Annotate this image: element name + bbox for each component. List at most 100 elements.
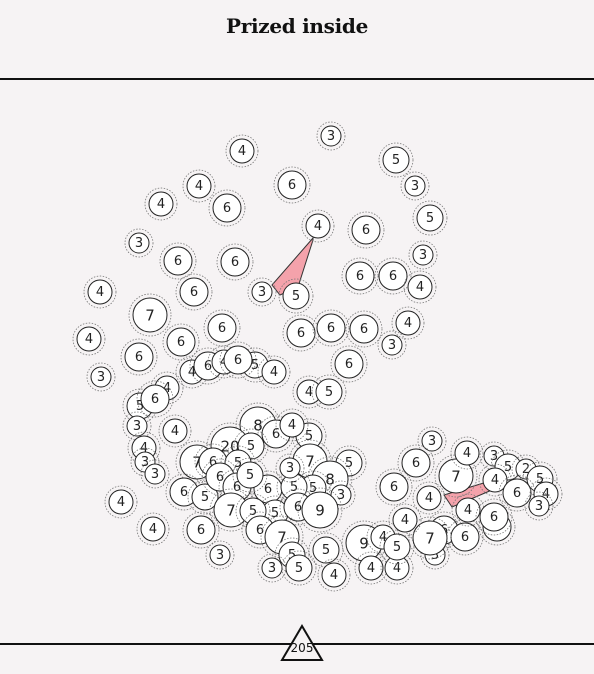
bubble[interactable]: 4 — [301, 209, 335, 243]
bubble-label: 4 — [425, 491, 433, 506]
bubble[interactable]: 5 — [278, 278, 314, 314]
bubble[interactable]: 4 — [380, 551, 414, 585]
bubble-halo — [140, 459, 170, 489]
bubble[interactable]: 3 — [86, 362, 116, 392]
bubble[interactable]: 4 — [403, 270, 437, 304]
bubble-halo — [330, 345, 368, 383]
bubble[interactable]: 3 — [122, 411, 152, 441]
bubble[interactable]: 6 — [341, 257, 379, 295]
bubble[interactable]: 4 — [144, 187, 178, 221]
bubble[interactable]: 3 — [124, 228, 154, 258]
bubble[interactable]: 4 — [182, 169, 216, 203]
bubble-halo — [380, 551, 414, 585]
bubble-label: 3 — [428, 434, 436, 449]
bubble[interactable]: 6 — [498, 474, 536, 512]
bubble-label: 9 — [315, 502, 325, 520]
bubble[interactable]: 4 — [388, 503, 422, 537]
bubble[interactable]: 4 — [83, 275, 117, 309]
bubble[interactable]: 4 — [257, 355, 291, 389]
bubble[interactable]: 5 — [232, 457, 268, 493]
bubble[interactable]: 3 — [247, 277, 277, 307]
bubble[interactable]: 6 — [375, 468, 413, 506]
bubble[interactable]: 4 — [72, 322, 106, 356]
bubble-circle — [416, 204, 444, 232]
bubble[interactable]: 6 — [162, 323, 200, 361]
bubble[interactable]: 3 — [400, 171, 430, 201]
bubble[interactable]: 6 — [312, 309, 350, 347]
bubble[interactable]: 5 — [412, 200, 448, 236]
bubble[interactable]: 4 — [158, 414, 192, 448]
bubble[interactable]: 6 — [120, 338, 158, 376]
bubble[interactable]: 6 — [330, 345, 368, 383]
bubble[interactable]: 6 — [208, 189, 246, 227]
bubble-halo — [295, 470, 331, 506]
bubble[interactable]: 3 — [140, 459, 170, 489]
bubble[interactable]: 4 — [275, 408, 309, 442]
bubble-circle — [163, 246, 193, 276]
bubble[interactable]: 4 — [450, 436, 484, 470]
bubble[interactable]: 6 — [203, 309, 241, 347]
bubble[interactable]: 3 — [275, 453, 305, 483]
bubble[interactable]: 6 — [345, 310, 383, 348]
bubble[interactable]: 5 — [378, 142, 414, 178]
bubble-halo — [400, 171, 430, 201]
bubble[interactable]: 5 — [311, 374, 347, 410]
bubble[interactable]: 3 — [316, 121, 346, 151]
bubble[interactable]: 4 — [317, 558, 351, 592]
bubble[interactable]: 3 — [205, 540, 235, 570]
bubble-halo — [301, 209, 335, 243]
bubble[interactable]: 5 — [379, 529, 415, 565]
bubble[interactable]: 3 — [417, 426, 447, 456]
bubble[interactable]: 4 — [391, 306, 425, 340]
bubble[interactable]: 5 — [281, 550, 317, 586]
bubble[interactable]: 6 — [374, 257, 412, 295]
bubble-halo — [524, 491, 554, 521]
bubble-halo — [412, 481, 446, 515]
bubble[interactable]: 6 — [397, 444, 435, 482]
bubble[interactable]: 6 — [282, 314, 320, 352]
bubble-label: 7 — [145, 307, 155, 325]
bubble-circle — [76, 326, 102, 352]
bubble[interactable]: 6 — [175, 273, 213, 311]
bubble-label: 5 — [504, 460, 512, 475]
bubble[interactable]: 7 — [128, 293, 172, 337]
bubble[interactable]: 4 — [478, 463, 512, 497]
bubble-circle — [282, 282, 310, 310]
bubble[interactable]: 4 — [104, 485, 138, 519]
bubble-circle — [421, 430, 443, 452]
bubble-label: 5 — [247, 439, 255, 454]
bubble[interactable]: 3 — [257, 553, 287, 583]
bubble[interactable]: 3 — [524, 491, 554, 521]
bubble[interactable]: 4 — [225, 134, 259, 168]
bubble-circle — [87, 279, 113, 305]
bubble-halo — [403, 270, 437, 304]
bubble-label: 3 — [97, 370, 105, 385]
triangle-icon — [280, 624, 324, 661]
bubble-label: 5 — [246, 468, 254, 483]
bubble[interactable]: 5 — [308, 532, 344, 568]
bubble-label: 3 — [133, 419, 141, 434]
bubble[interactable]: 6 — [136, 380, 174, 418]
bubble[interactable]: 6 — [216, 243, 254, 281]
bubble-circle — [186, 173, 212, 199]
bubble[interactable]: 7 — [434, 454, 478, 498]
bubble-circle — [455, 497, 481, 523]
bubble[interactable]: 4 — [412, 481, 446, 515]
bubble[interactable]: 6 — [273, 166, 311, 204]
bubble-label: 3 — [258, 285, 266, 300]
bubble[interactable]: 6 — [219, 341, 257, 379]
bubble-circle — [305, 213, 331, 239]
bubble[interactable]: 6 — [182, 511, 220, 549]
bubble[interactable]: 3 — [377, 330, 407, 360]
bubble[interactable]: 4 — [136, 512, 170, 546]
bubble[interactable]: 6 — [475, 498, 513, 536]
bubble[interactable]: 9 — [297, 487, 343, 533]
bubble[interactable]: 7 — [408, 516, 452, 560]
bubble[interactable]: 6 — [165, 473, 203, 511]
bubble[interactable]: 3 — [408, 240, 438, 270]
bubble-label: 5 — [295, 561, 303, 576]
bubble[interactable]: 6 — [347, 211, 385, 249]
bubble[interactable]: 6 — [159, 242, 197, 280]
bubble[interactable]: 3 — [326, 480, 356, 510]
